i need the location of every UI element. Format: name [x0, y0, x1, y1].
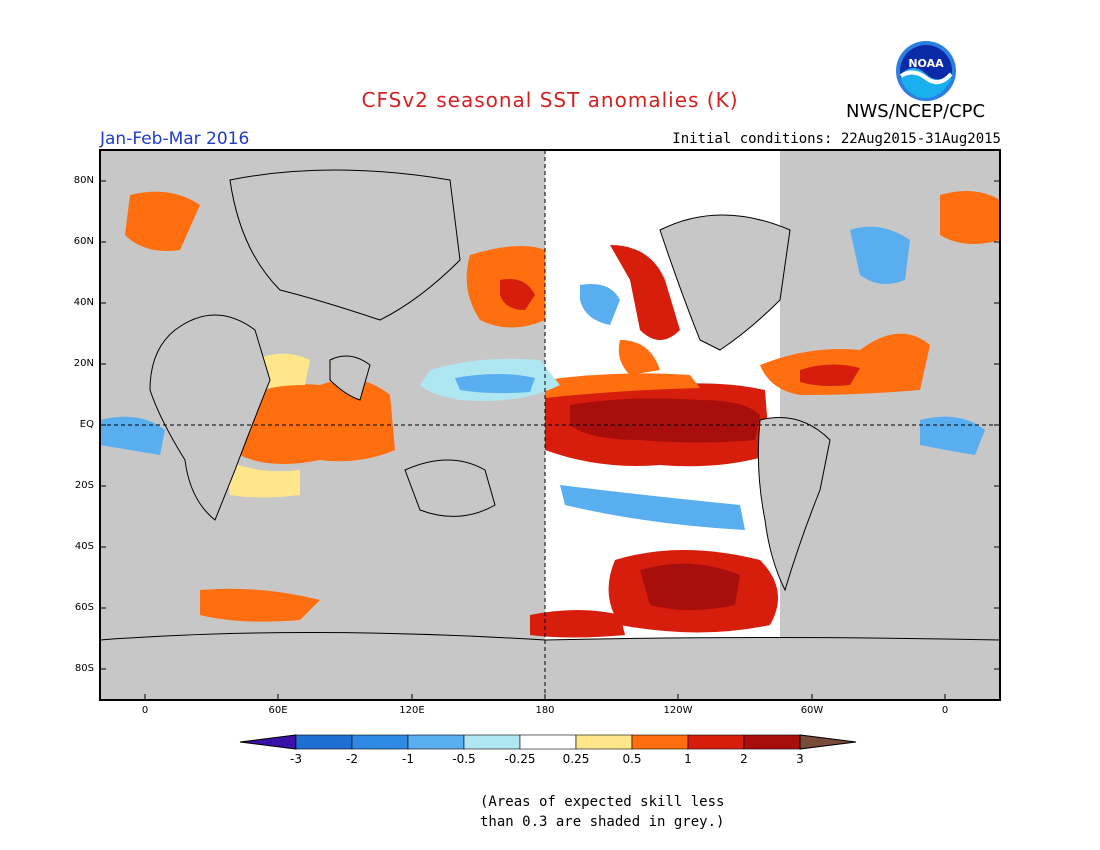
lon-label-120e: 120E: [399, 705, 425, 716]
colorbar-label: -0.5: [452, 752, 476, 766]
west-africa-cool-right: [920, 416, 985, 455]
chart-title: CFSv2 seasonal SST anomalies (K): [361, 88, 739, 112]
subpolar-atlantic-cool: [850, 226, 910, 284]
australia: [404, 459, 496, 517]
lat-label-eq: EQ: [79, 419, 94, 430]
lat-ticks: [100, 180, 1000, 670]
agency-label: NWS/NCEP/CPC: [846, 101, 986, 122]
colorbar-label: -0.25: [504, 752, 536, 766]
south-pacific-cool: [560, 485, 745, 530]
colorbar-label: 2: [740, 752, 748, 766]
colorbar-segment: [463, 734, 521, 750]
colorbar-segment: [687, 734, 745, 750]
colorbar-label: -2: [346, 752, 358, 766]
southern-pacific-core: [640, 563, 740, 610]
lon-label-60e: 60E: [268, 705, 288, 716]
kuroshio-core: [500, 279, 535, 310]
lon-label-180: 180: [535, 705, 555, 716]
north-atlantic-core: [800, 364, 860, 386]
skill-note-line2: than 0.3 are shaded in grey.): [480, 814, 725, 830]
colorbar-arrow-low: [239, 734, 297, 750]
lon-label-120w: 120W: [663, 705, 693, 716]
nordic-seas-warm: [125, 191, 200, 251]
ross-sea-warm: [530, 610, 625, 638]
colorbar-label: -1: [402, 752, 414, 766]
forecast-period: Jan-Feb-Mar 2016: [100, 129, 250, 149]
colorbar-segment: [743, 734, 801, 750]
colorbar-segment: [519, 734, 577, 750]
colorbar-label: 0.25: [562, 752, 590, 766]
logo-text: NOAA: [908, 57, 944, 70]
colorbar-arrow-high: [799, 734, 857, 750]
lon-label-0-left: 0: [141, 705, 149, 716]
colorbar-segments: [239, 734, 857, 750]
wpac-cool-core: [455, 374, 535, 394]
colorbar-segment: [631, 734, 689, 750]
lat-label-80n: 80N: [73, 175, 94, 186]
continents: [100, 169, 1000, 700]
ne-pacific-warm: [610, 245, 680, 340]
colorbar-label: -3: [290, 752, 302, 766]
skill-note: (Areas of expected skill less than 0.3 a…: [480, 792, 724, 832]
lon-label-0-right: 0: [941, 705, 949, 716]
india: [329, 355, 371, 401]
el-nino-core: [570, 398, 760, 443]
lat-label-40s: 40S: [74, 541, 94, 552]
north-pacific-cool: [580, 284, 620, 325]
south-indian-warm: [200, 588, 320, 622]
indian-ocean-warm: [235, 379, 395, 464]
noaa-logo: NOAA: [895, 40, 957, 102]
indian-ocean-mild: [225, 460, 300, 498]
colorbar-label: 0.5: [622, 752, 642, 766]
lat-label-80s: 80S: [74, 663, 94, 674]
colorbar-segment: [407, 734, 465, 750]
west-africa-cool-left: [100, 416, 165, 455]
colorbar-segment: [295, 734, 353, 750]
lon-label-60w: 60W: [800, 705, 824, 716]
north-america: [659, 214, 791, 351]
colorbar: [239, 734, 857, 750]
lat-label-40n: 40N: [73, 297, 94, 308]
lon-ticks: [144, 694, 946, 700]
colorbar-segment: [351, 734, 409, 750]
south-america: [757, 417, 831, 592]
lat-label-20s: 20S: [74, 480, 94, 491]
lat-label-20n: 20N: [73, 358, 94, 369]
lat-label-60n: 60N: [73, 236, 94, 247]
antarctica: [100, 632, 1000, 700]
colorbar-label: 3: [796, 752, 804, 766]
skill-note-line1: (Areas of expected skill less: [480, 794, 725, 810]
el-nino-edge: [545, 373, 700, 398]
eurasia: [229, 169, 461, 321]
baja-warm: [618, 340, 660, 375]
sst-anomaly-map: [99, 149, 1001, 701]
colorbar-segment: [575, 734, 633, 750]
nordic-seas-warm-right: [940, 191, 1000, 244]
africa: [149, 314, 271, 521]
lat-label-60s: 60S: [74, 602, 94, 613]
initial-conditions: Initial conditions: 22Aug2015-31Aug2015: [672, 131, 1001, 147]
colorbar-label: 1: [684, 752, 692, 766]
